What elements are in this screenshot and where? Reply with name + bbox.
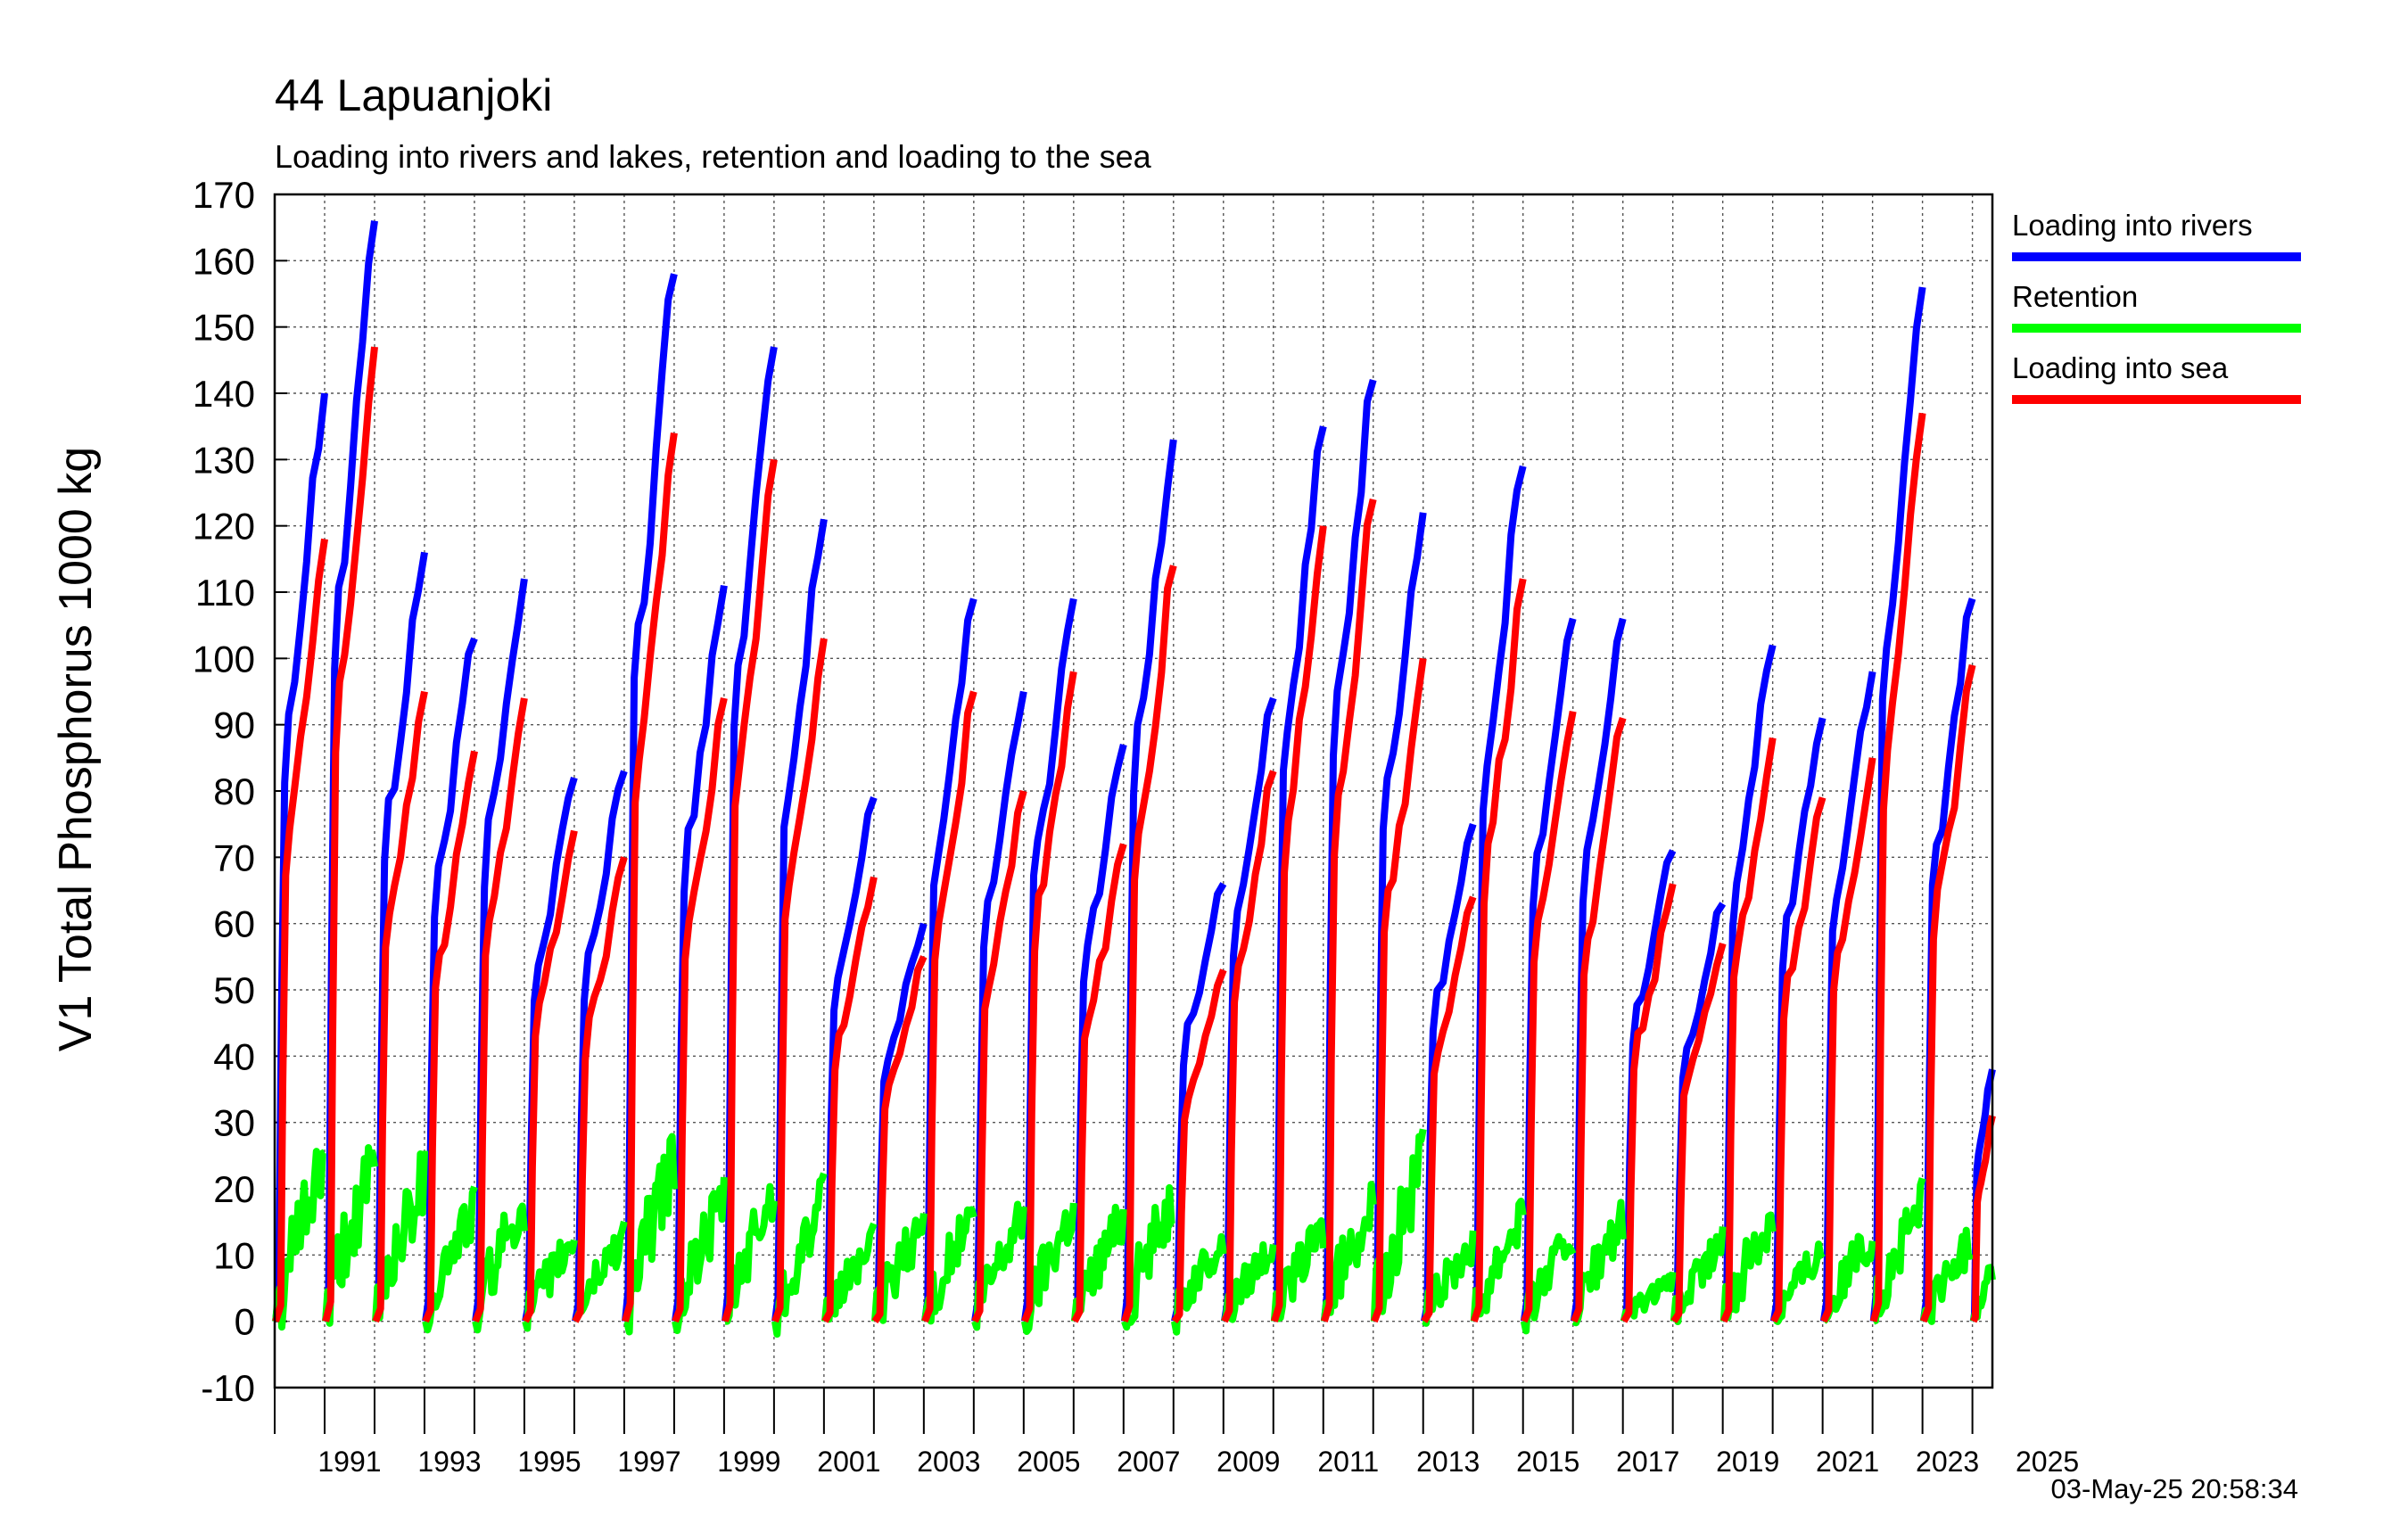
x-tick-label: 2017	[1616, 1446, 1679, 1478]
y-tick-label: -10	[201, 1367, 255, 1409]
y-tick-label: 60	[213, 903, 255, 945]
x-tick-label: 2023	[1916, 1446, 1979, 1478]
y-tick-label: 150	[193, 307, 255, 349]
legend-label: Loading into sea	[2012, 351, 2229, 384]
x-tick-label: 2021	[1816, 1446, 1879, 1478]
x-tick-label: 1991	[317, 1446, 381, 1478]
y-tick-label: 140	[193, 373, 255, 415]
x-tick-label: 1995	[517, 1446, 581, 1478]
series-line-loading-into-sea	[272, 346, 1996, 1324]
x-tick-label: 2009	[1216, 1446, 1280, 1478]
y-tick-label: 80	[213, 770, 255, 812]
y-tick-label: 130	[193, 439, 255, 481]
y-tick-label: 100	[193, 638, 255, 680]
y-tick-label: 30	[213, 1102, 255, 1144]
legend-label: Loading into rivers	[2012, 209, 2253, 242]
y-tick-label: 70	[213, 836, 255, 878]
y-tick-label: 40	[213, 1035, 255, 1077]
x-tick-label: 2007	[1117, 1446, 1180, 1478]
x-tick-label: 2001	[817, 1446, 880, 1478]
y-axis-label: V1 Total Phosphorus 1000 kg	[50, 447, 102, 1051]
y-tick-label: 90	[213, 704, 255, 746]
y-tick-label: 10	[213, 1234, 255, 1276]
x-tick-label: 2003	[917, 1446, 980, 1478]
x-tick-label: 1999	[717, 1446, 780, 1478]
chart-subtitle: Loading into rivers and lakes, retention…	[275, 138, 1152, 175]
x-tick-label: 2005	[1017, 1446, 1080, 1478]
series-lines	[272, 220, 1996, 1338]
y-tick-label: 110	[195, 572, 255, 614]
x-tick-label: 1993	[417, 1446, 481, 1478]
y-tick-label: 50	[213, 969, 255, 1011]
x-tick-label: 1997	[617, 1446, 680, 1478]
series-line-loading-into-rivers	[272, 220, 1996, 1322]
timestamp: 03-May-25 20:58:34	[2051, 1473, 2298, 1504]
x-axis-ticks: 1991 1993 1995 1997 1999 2001 2003 2005 2007 2009…	[274, 1388, 2079, 1478]
plot-frame	[273, 193, 1994, 1389]
y-tick-label: 20	[213, 1168, 255, 1210]
x-tick-label: 2025	[2016, 1446, 2079, 1478]
x-tick-label: 2013	[1416, 1446, 1480, 1478]
y-tick-label: 170	[193, 174, 255, 216]
y-tick-label: 120	[193, 506, 255, 548]
x-tick-label: 2019	[1716, 1446, 1779, 1478]
series-line-retention	[272, 1128, 1996, 1338]
y-tick-label: 0	[235, 1301, 255, 1343]
x-tick-label: 2011	[1317, 1446, 1379, 1478]
x-tick-label: 2015	[1516, 1446, 1579, 1478]
legend-label: Retention	[2012, 280, 2138, 313]
legend: Loading into rivers Retention Loading into…	[2012, 209, 2301, 404]
y-tick-label: 160	[193, 240, 255, 282]
chart-title: 44 Lapuanjoki	[275, 70, 552, 120]
y-axis-ticks: 1701601501401301201101009080706050403020…	[193, 174, 287, 1409]
